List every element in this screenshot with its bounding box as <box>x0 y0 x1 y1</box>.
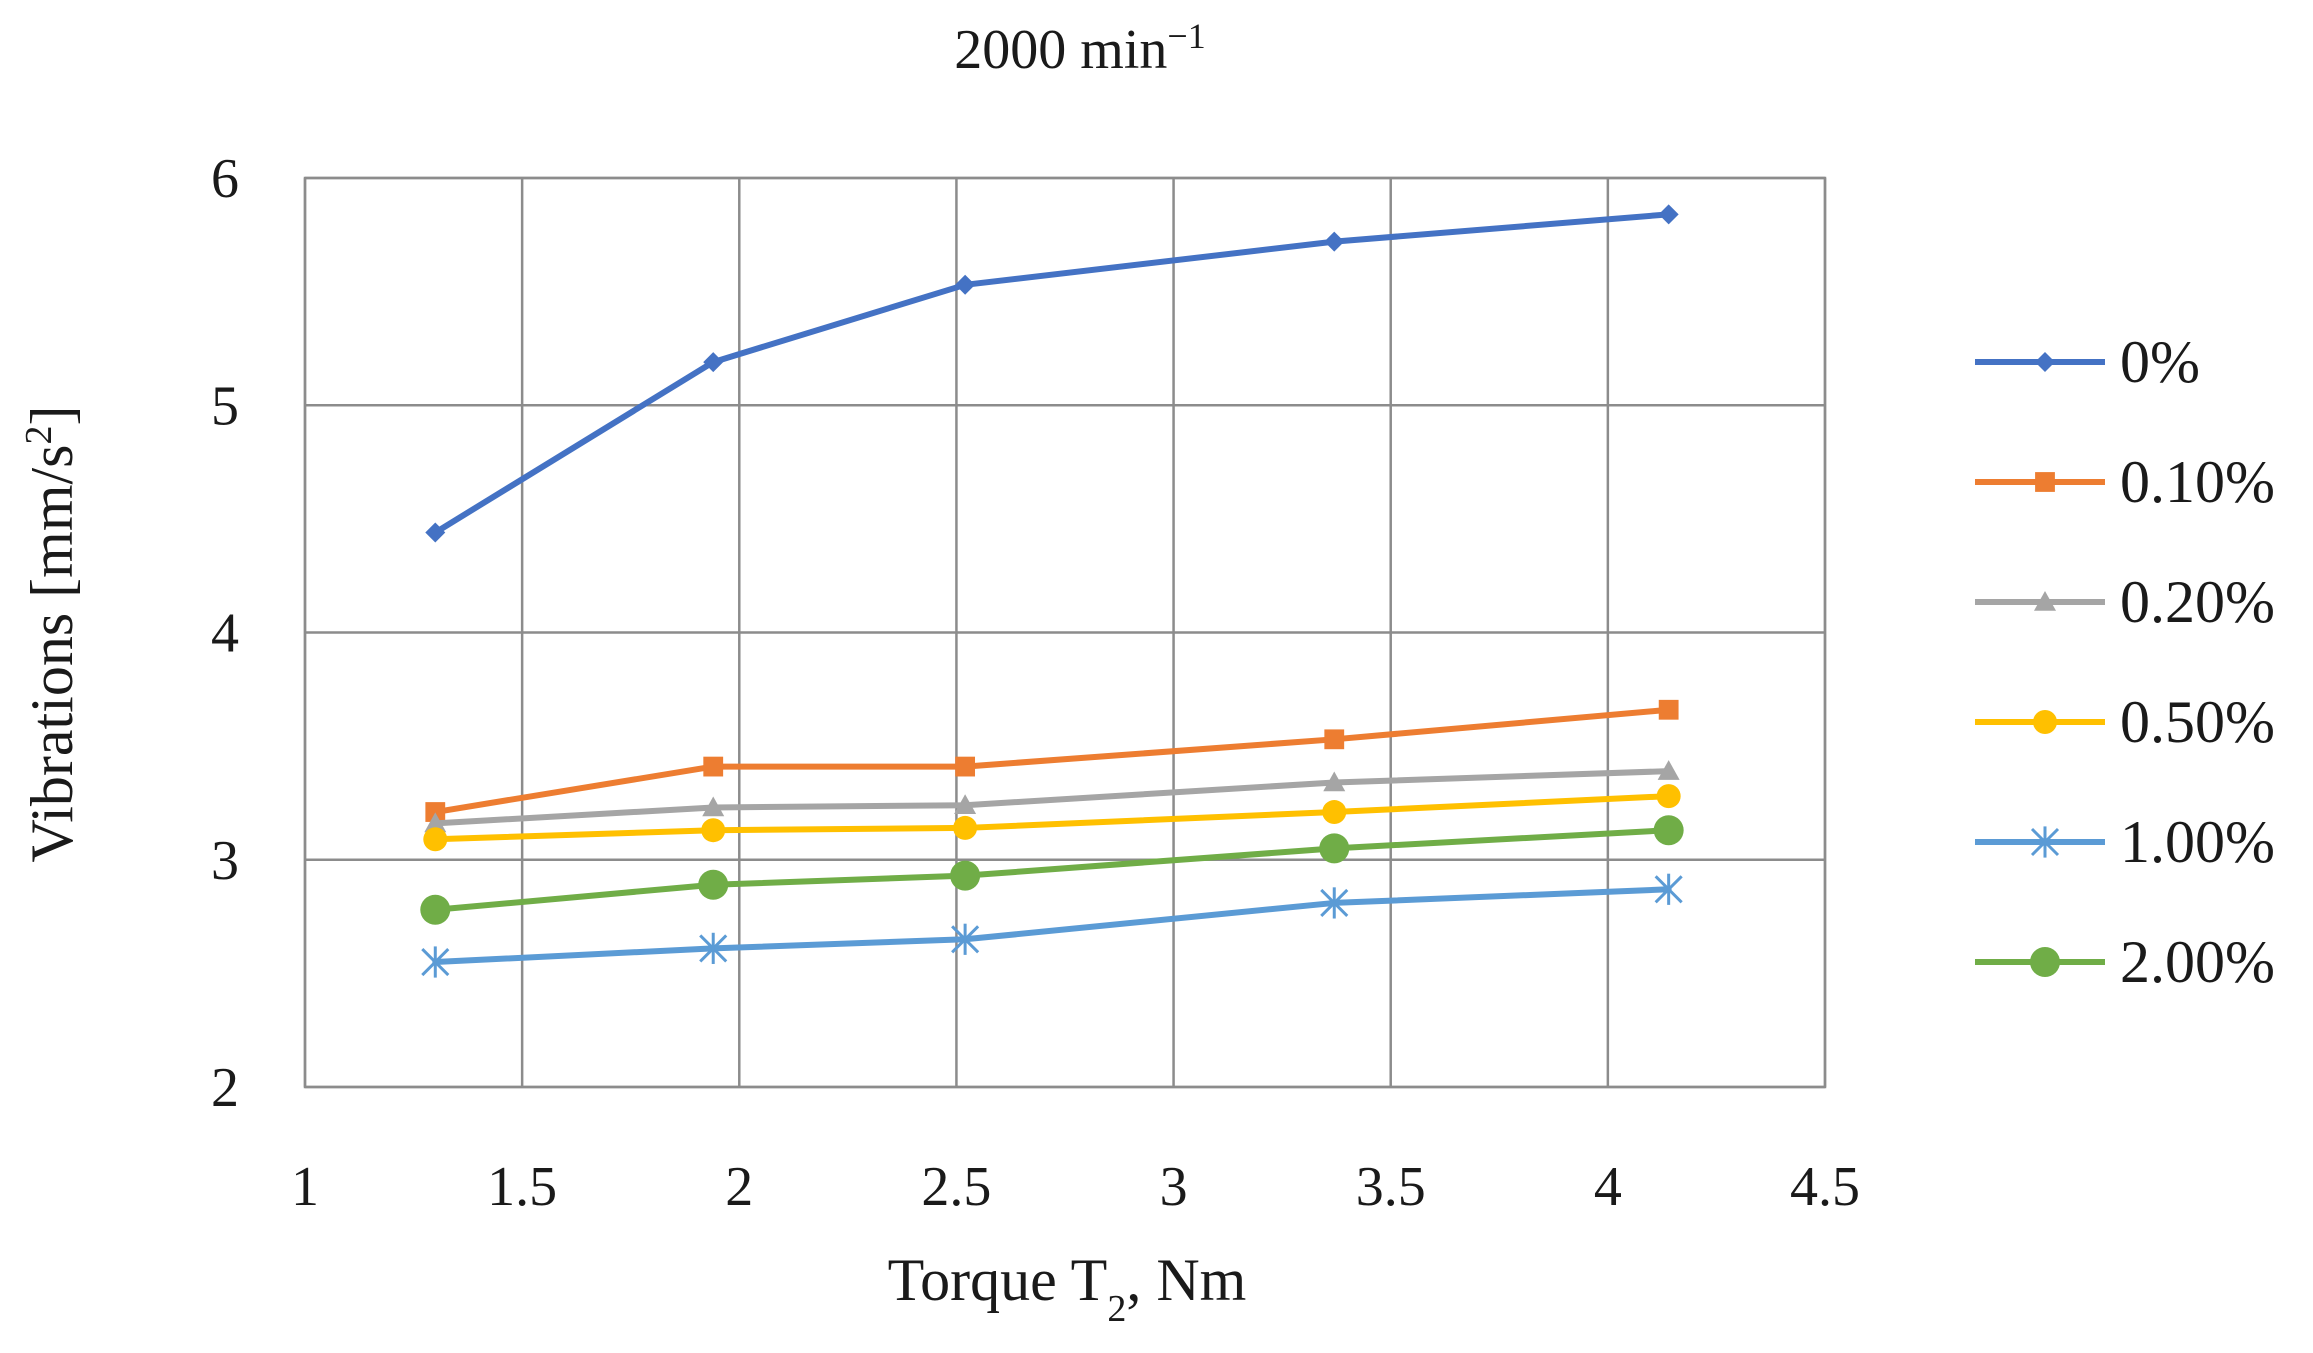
y-tick-label: 3 <box>211 830 239 892</box>
data-point <box>424 812 447 833</box>
legend-marker <box>2030 947 2060 977</box>
legend-marker <box>2033 710 2057 734</box>
data-point <box>1653 815 1684 846</box>
legend-item: 0.20% <box>1975 569 2275 635</box>
gridlines <box>303 176 1827 1089</box>
legend-label: 2.00% <box>2120 929 2275 995</box>
data-point <box>421 946 450 978</box>
data-point <box>1324 729 1345 750</box>
legend-marker <box>2035 472 2055 492</box>
y-tick-label: 2 <box>211 1057 239 1119</box>
y-tick-label: 4 <box>211 603 239 665</box>
series-0-50- <box>423 784 1681 852</box>
x-tick-label: 2.5 <box>921 1156 991 1218</box>
y-tick-label: 6 <box>211 148 239 210</box>
legend-item: 0% <box>1975 329 2200 395</box>
series-line <box>432 706 1672 816</box>
series-1-00- <box>421 873 1683 978</box>
x-tick-label: 3 <box>1160 1156 1188 1218</box>
series-line <box>432 211 1672 536</box>
data-point <box>955 756 976 777</box>
data-point <box>703 756 724 777</box>
x-tick-label: 1.5 <box>487 1156 557 1218</box>
data-point <box>951 923 980 955</box>
x-tick-label: 4 <box>1594 1156 1622 1218</box>
legend: 0% 0.10% 0.20% 0.50% 1.00% 2.00% <box>1975 329 2275 995</box>
legend-marker <box>2034 591 2056 611</box>
data-point <box>425 522 446 543</box>
legend-item: 0.50% <box>1975 689 2275 755</box>
data-point <box>1319 833 1350 864</box>
data-point <box>953 815 978 840</box>
series-2-00- <box>420 815 1684 925</box>
x-tick-label: 2 <box>725 1156 753 1218</box>
legend-item: 0.10% <box>1975 449 2275 515</box>
data-point <box>1324 231 1345 252</box>
data-point <box>1656 784 1681 809</box>
series-group <box>420 204 1684 978</box>
data-point <box>1658 699 1679 720</box>
data-point <box>1322 800 1347 825</box>
legend-marker <box>2030 826 2060 858</box>
legend-marker <box>2035 352 2055 372</box>
data-point <box>699 932 728 964</box>
series-0- <box>425 204 1679 543</box>
x-tick-label: 1 <box>291 1156 319 1218</box>
series-line <box>432 886 1672 966</box>
data-point <box>1320 887 1349 919</box>
data-point <box>1658 204 1679 225</box>
data-point <box>425 802 446 822</box>
x-tick-label: 4.5 <box>1790 1156 1860 1218</box>
data-point <box>1654 873 1683 905</box>
legend-item: 2.00% <box>1975 929 2275 995</box>
legend-label: 0% <box>2120 329 2200 395</box>
y-axis-title: Vibrations [mm/s2] <box>18 405 85 862</box>
x-axis-ticks: 1 1.5 2 2.5 3 3.5 4 4.5 <box>291 1156 1860 1218</box>
data-point <box>420 894 451 925</box>
legend-label: 0.20% <box>2120 569 2275 635</box>
legend-label: 0.50% <box>2120 689 2275 755</box>
x-tick-label: 3.5 <box>1356 1156 1426 1218</box>
y-tick-label: 5 <box>211 375 239 437</box>
data-point <box>954 794 977 815</box>
data-point <box>950 860 981 891</box>
series-0-20- <box>424 760 1680 833</box>
data-point <box>423 827 448 852</box>
data-point <box>955 274 976 295</box>
legend-label: 1.00% <box>2120 809 2275 875</box>
y-axis-ticks: 2 3 4 5 6 <box>211 148 239 1119</box>
data-point <box>1657 760 1680 780</box>
data-point <box>701 818 726 843</box>
series-0-10- <box>425 699 1679 822</box>
plot-area <box>303 176 1827 1089</box>
data-point <box>1323 771 1346 792</box>
chart-title: 2000 min−1 <box>954 16 1205 81</box>
data-point <box>702 796 725 817</box>
x-axis-title: Torque T2, Nm <box>888 1247 1247 1330</box>
legend-label: 0.10% <box>2120 449 2275 515</box>
data-point <box>698 869 729 900</box>
data-point <box>703 352 724 373</box>
legend-item: 1.00% <box>1975 809 2275 875</box>
